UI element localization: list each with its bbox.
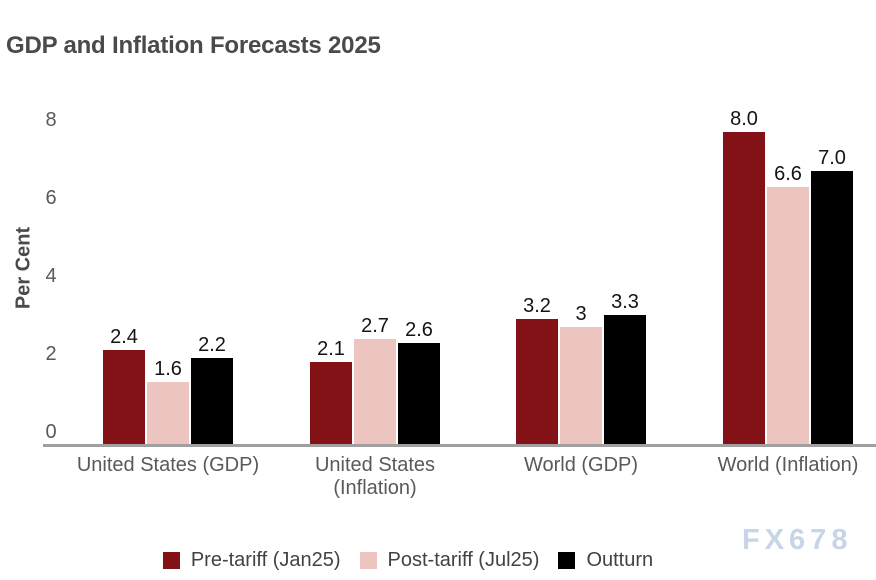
bar (516, 319, 558, 444)
y-tick-label: 8 (45, 109, 57, 131)
bar-cell: 2.4 (103, 326, 145, 444)
bar (147, 382, 189, 444)
bar (310, 362, 352, 444)
watermark: FX678 (742, 524, 853, 556)
y-tick-label: 2 (45, 343, 57, 365)
bar (354, 339, 396, 444)
bar-value-label: 3.3 (611, 291, 639, 313)
bar-cell: 2.1 (310, 338, 352, 444)
x-category-label: United States (Inflation) (265, 454, 485, 500)
bar-cell: 2.7 (354, 315, 396, 444)
x-category-label-line: (Inflation) (333, 477, 417, 499)
bar-group: 2.4 1.6 2.2 (103, 326, 233, 444)
legend-swatch (359, 552, 377, 569)
bar-group: 2.1 2.7 2.6 (310, 315, 440, 444)
bar (103, 350, 145, 444)
legend-label: Pre-tariff (Jan25) (190, 549, 341, 571)
bar-value-label: 2.2 (198, 334, 226, 356)
bar-value-label: 3 (575, 303, 587, 325)
chart-title: GDP and Inflation Forecasts 2025 (6, 32, 381, 59)
bar (398, 343, 440, 444)
bar (560, 327, 602, 444)
bar-value-label: 3.2 (523, 295, 551, 317)
y-tick-label: 0 (45, 421, 57, 443)
bar-value-label: 7.0 (818, 147, 846, 169)
x-category-label-line: World (Inflation) (717, 454, 859, 476)
bar (191, 358, 233, 444)
x-category-label: World (GDP) (471, 454, 691, 477)
bar-cell: 3.3 (604, 291, 646, 444)
y-axis-label: Per Cent (12, 226, 35, 310)
bar-value-label: 2.7 (361, 315, 389, 337)
bar-value-label: 2.4 (110, 326, 138, 348)
x-category-label-line: World (GDP) (523, 454, 639, 476)
bar-cell: 3 (560, 303, 602, 444)
legend-swatch (558, 552, 576, 569)
legend-label: Outturn (586, 549, 654, 571)
bar-value-label: 6.6 (774, 163, 802, 185)
legend-label: Post-tariff (Jul25) (387, 549, 540, 571)
bar-group: 3.2 3 3.3 (516, 291, 646, 444)
y-tick-label: 6 (45, 187, 57, 209)
bar-cell: 3.2 (516, 295, 558, 444)
bar-group: 8.0 6.6 7.0 (723, 108, 853, 444)
bar-value-label: 2.6 (405, 319, 433, 341)
legend-item: Post-tariff (Jul25) (359, 549, 540, 572)
legend-swatch (162, 552, 180, 569)
bar-value-label: 1.6 (154, 358, 182, 380)
bar (604, 315, 646, 444)
bar-value-label: 8.0 (730, 108, 758, 130)
x-category-label-line: United States (314, 454, 436, 476)
bar-cell: 6.6 (767, 163, 809, 444)
legend: Pre-tariff (Jan25) Post-tariff (Jul25) Out… (0, 549, 816, 572)
bar-cell: 2.6 (398, 319, 440, 444)
y-tick-label: 4 (45, 265, 57, 287)
x-category-label: United States (GDP) (58, 454, 278, 477)
bar-cell: 7.0 (811, 147, 853, 444)
x-axis-line (43, 444, 876, 447)
x-category-label: World (Inflation) (678, 454, 876, 477)
bar-value-label: 2.1 (317, 338, 345, 360)
bar (723, 132, 765, 444)
x-category-label-line: United States (GDP) (76, 454, 260, 476)
legend-item: Outturn (558, 549, 653, 572)
legend-item: Pre-tariff (Jan25) (162, 549, 341, 572)
bar (811, 171, 853, 444)
bar-cell: 1.6 (147, 358, 189, 444)
bar-cell: 8.0 (723, 108, 765, 444)
bar-cell: 2.2 (191, 334, 233, 444)
bar (767, 187, 809, 444)
